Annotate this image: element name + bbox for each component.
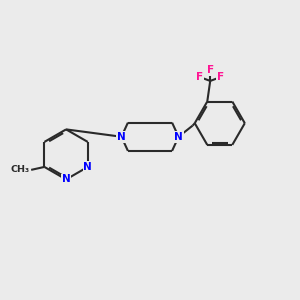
Text: F: F (217, 72, 224, 82)
Text: F: F (207, 65, 214, 75)
Text: N: N (62, 174, 70, 184)
Text: CH₃: CH₃ (11, 165, 30, 174)
Text: N: N (83, 162, 92, 172)
Text: N: N (117, 132, 126, 142)
Text: N: N (174, 132, 183, 142)
Text: F: F (196, 72, 203, 82)
